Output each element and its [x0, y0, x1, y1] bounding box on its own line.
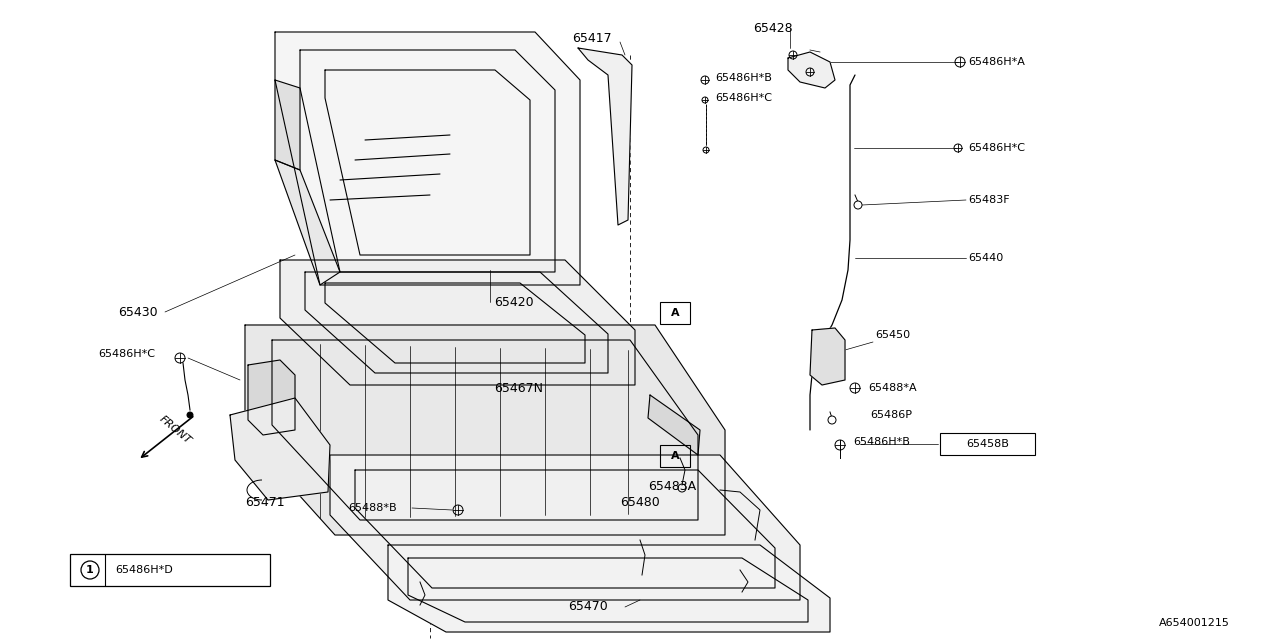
Text: 65440: 65440 — [968, 253, 1004, 263]
Polygon shape — [810, 328, 845, 385]
Polygon shape — [275, 160, 340, 285]
Circle shape — [828, 416, 836, 424]
Text: A: A — [671, 308, 680, 318]
Polygon shape — [648, 395, 700, 455]
Text: 65486P: 65486P — [870, 410, 911, 420]
Polygon shape — [388, 545, 829, 632]
Polygon shape — [579, 48, 632, 225]
Text: 65471: 65471 — [244, 495, 284, 509]
Polygon shape — [230, 398, 330, 500]
Text: 65483F: 65483F — [968, 195, 1010, 205]
Text: 65486H*A: 65486H*A — [968, 57, 1025, 67]
Text: 65486H*C: 65486H*C — [716, 93, 772, 103]
Text: 65420: 65420 — [494, 296, 534, 308]
Text: 65488*A: 65488*A — [868, 383, 916, 393]
Text: 65486H*C: 65486H*C — [968, 143, 1025, 153]
Text: 65467N: 65467N — [494, 381, 543, 394]
Circle shape — [854, 201, 861, 209]
Text: 65428: 65428 — [753, 22, 792, 35]
Polygon shape — [330, 455, 800, 600]
Text: 65450: 65450 — [876, 330, 910, 340]
Text: 65470: 65470 — [568, 600, 608, 614]
Text: 65480: 65480 — [620, 497, 659, 509]
Text: FRONT: FRONT — [157, 414, 193, 446]
Text: 65430: 65430 — [118, 305, 157, 319]
Text: 65483A: 65483A — [648, 481, 696, 493]
Text: 1: 1 — [86, 565, 93, 575]
Text: 65486H*B: 65486H*B — [716, 73, 772, 83]
Text: 65458B: 65458B — [966, 439, 1010, 449]
Text: 65486H*B: 65486H*B — [852, 437, 910, 447]
Circle shape — [187, 412, 193, 418]
Polygon shape — [248, 360, 294, 435]
Polygon shape — [244, 325, 724, 535]
Text: A: A — [671, 451, 680, 461]
Text: 65486H*D: 65486H*D — [115, 565, 173, 575]
Text: 65488*B: 65488*B — [348, 503, 397, 513]
Text: 65486H*C: 65486H*C — [99, 349, 155, 359]
Text: A654001215: A654001215 — [1160, 618, 1230, 628]
Polygon shape — [275, 80, 300, 170]
Polygon shape — [788, 52, 835, 88]
Polygon shape — [275, 32, 580, 285]
Polygon shape — [280, 260, 635, 385]
Text: 65417: 65417 — [572, 31, 612, 45]
